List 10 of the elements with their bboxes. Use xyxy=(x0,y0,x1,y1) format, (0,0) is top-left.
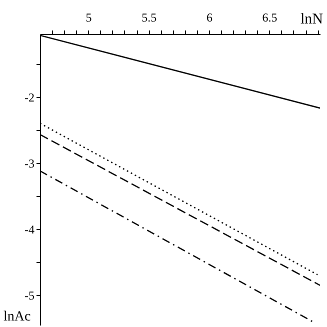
y-axis-title: lnAc xyxy=(4,310,31,324)
y-tick-label: -2 xyxy=(24,90,34,104)
x-tick-label: 6 xyxy=(206,10,212,24)
y-tick-label: -3 xyxy=(24,156,34,170)
y-tick-label: -5 xyxy=(24,288,34,303)
x-tick-label: 5 xyxy=(86,10,92,24)
x-tick-label: 5.5 xyxy=(142,10,157,24)
x-tick-label: 6.5 xyxy=(262,10,278,24)
y-tick-label: -4 xyxy=(24,222,34,237)
x-axis-title: lnN xyxy=(300,12,324,28)
